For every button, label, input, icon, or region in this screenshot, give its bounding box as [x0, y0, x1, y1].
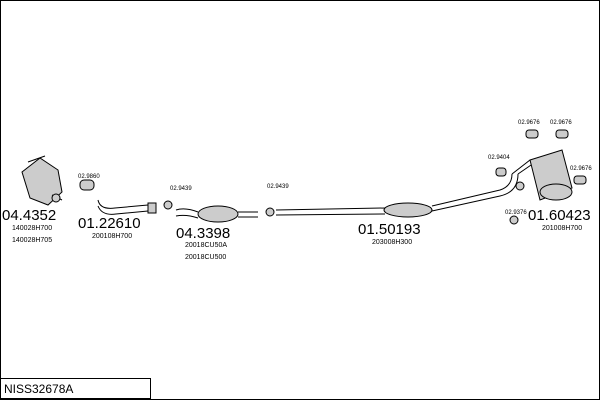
fitting-label: 02.9439: [267, 184, 289, 190]
rear-muffler-end: [539, 183, 573, 201]
gasket: [51, 193, 61, 203]
part-number: 01.22610: [78, 215, 141, 232]
rear-pipe: [431, 173, 519, 212]
fitting-label: 02.9860: [78, 174, 100, 180]
hanger: [525, 129, 539, 139]
footer-box: [0, 378, 151, 399]
part-code: 20018CU500: [185, 254, 226, 261]
hanger: [509, 215, 519, 225]
hanger: [573, 175, 587, 185]
fitting-label: 02.9439: [170, 186, 192, 192]
footer-code: NISS32678A: [4, 382, 73, 396]
middle-muffler: [383, 202, 433, 218]
gasket: [79, 179, 95, 191]
middle-pipe: [275, 207, 386, 216]
part-code: 201008H700: [542, 225, 582, 232]
cat-converter: [197, 205, 239, 223]
part-number: 01.50193: [358, 221, 421, 238]
drawing: [21, 129, 587, 225]
cat-pipe: [175, 208, 199, 219]
gasket: [265, 207, 275, 217]
part-code: 200108H700: [92, 233, 132, 240]
front-pipe: [97, 199, 149, 215]
part-number: 04.4352: [2, 207, 56, 224]
fitting-label: 02.9676: [518, 120, 540, 126]
part-code: 140028H700: [12, 225, 52, 232]
part-number: 01.60423: [528, 207, 591, 224]
fitting-label: 02.9404: [488, 155, 510, 161]
part-number: 04.3398: [176, 225, 230, 242]
hanger: [495, 167, 507, 177]
part-code: 140028H705: [12, 237, 52, 244]
fitting-label: 02.9376: [505, 210, 527, 216]
gasket: [163, 200, 173, 210]
fitting-label: 02.9676: [550, 120, 572, 126]
flange: [147, 202, 157, 214]
part-code: 203008H300: [372, 239, 412, 246]
hanger: [555, 129, 569, 139]
part-code: 20018CU50A: [185, 242, 227, 249]
hanger: [515, 181, 525, 191]
fitting-label: 02.9676: [570, 166, 592, 172]
cat-pipe: [238, 211, 258, 218]
